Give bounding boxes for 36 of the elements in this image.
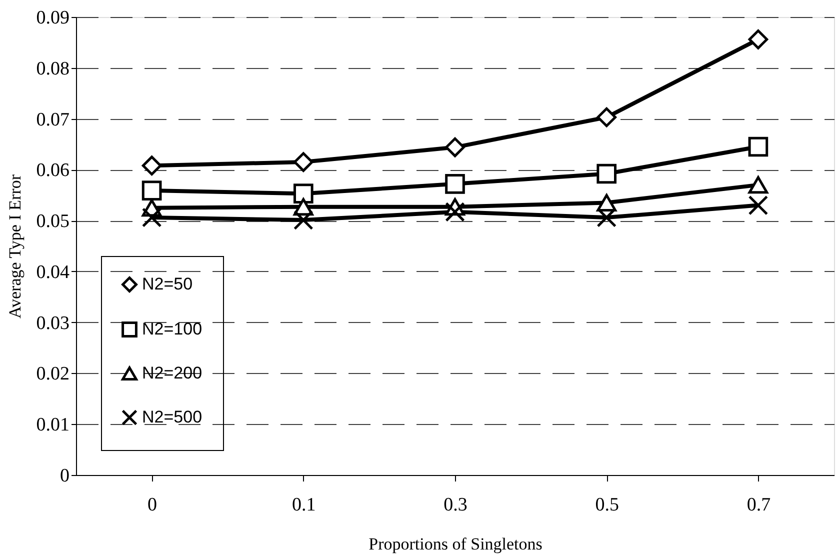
point bbox=[142, 208, 162, 228]
y-tick-label: 0.07 bbox=[36, 109, 70, 130]
point bbox=[142, 180, 162, 200]
point bbox=[293, 210, 314, 230]
point bbox=[748, 195, 768, 216]
point bbox=[142, 156, 162, 176]
y-tick-label: 0.08 bbox=[36, 58, 70, 80]
y-tick-label: 0.06 bbox=[36, 160, 70, 182]
y-tick-label: 0.01 bbox=[36, 414, 70, 436]
x-tick-label: 0.5 bbox=[595, 494, 619, 516]
legend-label: N2=100 bbox=[142, 320, 202, 338]
point bbox=[445, 137, 465, 158]
point bbox=[293, 152, 314, 172]
point bbox=[748, 176, 768, 194]
point bbox=[293, 184, 314, 204]
legend-label: N2=500 bbox=[142, 408, 202, 426]
point bbox=[748, 29, 768, 50]
y-axis-title: Average Type I Error bbox=[5, 174, 24, 319]
y-tick-label: 0.02 bbox=[36, 364, 70, 385]
x-tick-label: 0.3 bbox=[444, 494, 468, 516]
y-tick-label: 0 bbox=[60, 466, 70, 486]
y-tick-label: 0.03 bbox=[36, 312, 70, 334]
y-tick-label: 0.05 bbox=[36, 211, 70, 232]
y-tick-label: 0.04 bbox=[36, 262, 70, 283]
point bbox=[748, 136, 768, 157]
point bbox=[445, 202, 465, 222]
x-tick-label: 0 bbox=[148, 494, 158, 516]
legend-label: N2=50 bbox=[142, 274, 193, 294]
point bbox=[596, 194, 617, 212]
x-axis-title: Proportions of Singletons bbox=[368, 534, 542, 554]
point bbox=[596, 164, 617, 184]
x-tick-label: 0.1 bbox=[292, 494, 316, 516]
point bbox=[445, 174, 465, 194]
point bbox=[596, 107, 617, 128]
y-tick-label: 0.09 bbox=[36, 8, 70, 28]
x-tick-label: 0.7 bbox=[746, 494, 771, 516]
